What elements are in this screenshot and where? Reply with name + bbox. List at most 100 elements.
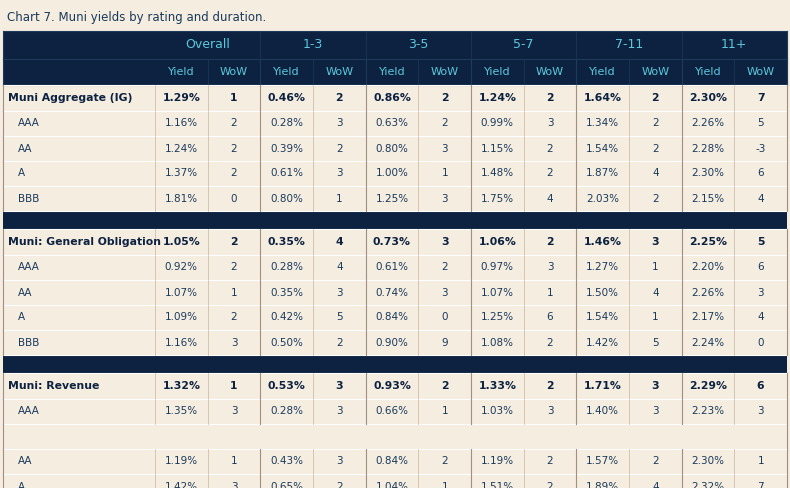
Text: Muni: Revenue: Muni: Revenue	[8, 381, 100, 391]
Bar	[3, 59, 787, 85]
Text: 3: 3	[231, 407, 237, 416]
Text: 3: 3	[547, 263, 553, 272]
Text: 1.81%: 1.81%	[165, 194, 198, 203]
Text: A: A	[18, 312, 25, 323]
Text: 0.28%: 0.28%	[270, 407, 303, 416]
Text: 2.17%: 2.17%	[691, 312, 724, 323]
Text: WoW: WoW	[431, 67, 459, 77]
Text: 1.54%: 1.54%	[586, 143, 619, 154]
Text: 1: 1	[442, 407, 448, 416]
Bar	[3, 211, 787, 229]
Text: -3: -3	[755, 143, 766, 154]
Text: AAA: AAA	[18, 263, 40, 272]
Bar	[3, 136, 787, 161]
Text: 2.03%: 2.03%	[586, 194, 619, 203]
Text: 3: 3	[652, 407, 659, 416]
Text: 2.24%: 2.24%	[691, 338, 724, 347]
Text: 1: 1	[442, 482, 448, 488]
Text: WoW: WoW	[325, 67, 353, 77]
Text: 1: 1	[231, 287, 237, 298]
Bar	[3, 59, 155, 85]
Text: 2.30%: 2.30%	[689, 93, 727, 103]
Text: 1.06%: 1.06%	[479, 237, 517, 247]
Text: 2.25%: 2.25%	[689, 237, 727, 247]
Text: 0.80%: 0.80%	[270, 194, 303, 203]
Text: 2: 2	[231, 143, 237, 154]
Text: 0.35%: 0.35%	[270, 287, 303, 298]
Text: 2.23%: 2.23%	[691, 407, 724, 416]
Text: 3: 3	[547, 407, 553, 416]
Text: 4: 4	[336, 263, 343, 272]
Text: 5: 5	[757, 237, 765, 247]
Text: 2: 2	[336, 338, 343, 347]
Text: 0.80%: 0.80%	[375, 143, 408, 154]
Text: 1.75%: 1.75%	[481, 194, 514, 203]
Text: 5-7: 5-7	[514, 39, 534, 52]
Text: 2: 2	[336, 93, 343, 103]
Text: 2: 2	[652, 119, 659, 128]
Bar	[3, 355, 787, 373]
Text: 1.42%: 1.42%	[586, 338, 619, 347]
Text: 1.07%: 1.07%	[481, 287, 514, 298]
Text: 5: 5	[758, 119, 764, 128]
Text: 3: 3	[336, 381, 343, 391]
Text: 2: 2	[336, 143, 343, 154]
Text: 5: 5	[652, 338, 659, 347]
Text: 3: 3	[442, 194, 448, 203]
Bar	[3, 399, 787, 424]
Text: 0.86%: 0.86%	[373, 93, 411, 103]
Bar	[3, 85, 787, 111]
Text: 0.93%: 0.93%	[373, 381, 411, 391]
Text: 0.43%: 0.43%	[270, 456, 303, 467]
Text: BBB: BBB	[18, 338, 40, 347]
Text: 2: 2	[442, 119, 448, 128]
Text: 1.50%: 1.50%	[586, 287, 619, 298]
Bar	[3, 161, 787, 186]
Bar	[3, 330, 787, 355]
Text: 1: 1	[231, 456, 237, 467]
Text: 2: 2	[652, 143, 659, 154]
Bar	[3, 3, 787, 31]
Text: 3: 3	[652, 237, 659, 247]
Text: 1.51%: 1.51%	[481, 482, 514, 488]
Text: 2.15%: 2.15%	[691, 194, 724, 203]
Text: 3: 3	[231, 338, 237, 347]
Text: 2: 2	[652, 456, 659, 467]
Text: 1: 1	[652, 263, 659, 272]
Text: 3-5: 3-5	[408, 39, 428, 52]
Text: 2.26%: 2.26%	[691, 119, 724, 128]
Text: 4: 4	[758, 194, 764, 203]
Text: 1.42%: 1.42%	[165, 482, 198, 488]
Text: WoW: WoW	[747, 67, 775, 77]
Text: 1.03%: 1.03%	[481, 407, 514, 416]
Text: 2.30%: 2.30%	[691, 168, 724, 179]
Text: 4: 4	[652, 482, 659, 488]
Text: 1: 1	[442, 168, 448, 179]
Text: 0.84%: 0.84%	[375, 312, 408, 323]
Text: 6: 6	[758, 263, 764, 272]
Text: 0.39%: 0.39%	[270, 143, 303, 154]
Text: 2: 2	[652, 194, 659, 203]
Text: AA: AA	[18, 143, 32, 154]
Text: 2.29%: 2.29%	[689, 381, 727, 391]
Text: AAA: AAA	[18, 119, 40, 128]
Bar	[3, 373, 787, 399]
Text: 1.48%: 1.48%	[481, 168, 514, 179]
Text: 1.25%: 1.25%	[481, 312, 514, 323]
Text: 9: 9	[442, 338, 448, 347]
Text: 2: 2	[231, 119, 237, 128]
Text: 2: 2	[546, 237, 554, 247]
Text: 2: 2	[652, 93, 659, 103]
Bar	[3, 449, 787, 474]
Text: 1.09%: 1.09%	[165, 312, 198, 323]
Text: 1: 1	[230, 93, 238, 103]
Text: 7: 7	[757, 93, 765, 103]
Text: 1.07%: 1.07%	[165, 287, 198, 298]
Text: Yield: Yield	[378, 67, 405, 77]
Bar	[3, 474, 787, 488]
Text: 0: 0	[231, 194, 237, 203]
Text: 1: 1	[652, 312, 659, 323]
Text: BBB: BBB	[18, 194, 40, 203]
Text: 1: 1	[758, 456, 764, 467]
Text: 1.46%: 1.46%	[584, 237, 622, 247]
